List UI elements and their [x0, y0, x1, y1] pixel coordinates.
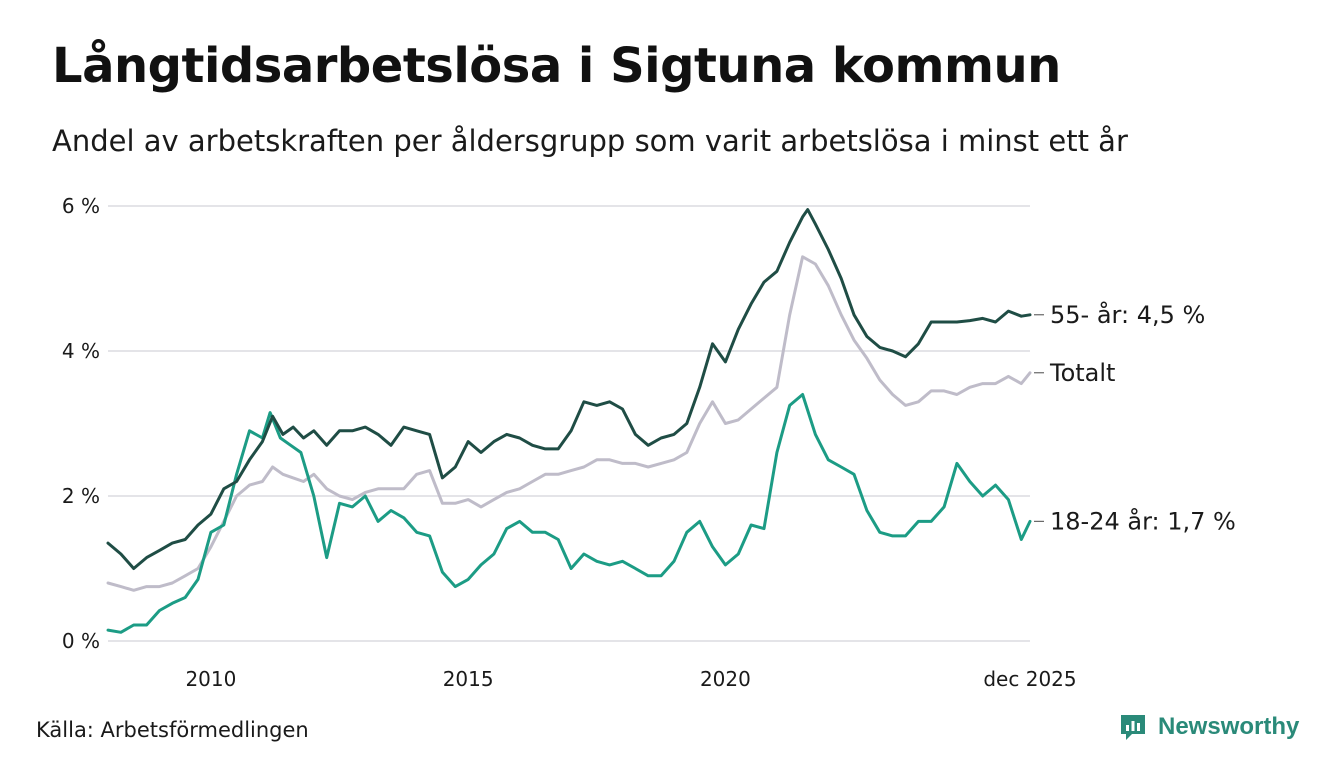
brand-logo[interactable]: Newsworthy: [1118, 712, 1299, 742]
y-tick-label: 6 %: [62, 194, 100, 218]
y-tick-label: 4 %: [62, 339, 100, 363]
newsworthy-logo-icon: [1121, 715, 1145, 740]
series-end-label: 55- år: 4,5 %: [1050, 300, 1205, 329]
x-axis-ticks: 2010 2015 2020 dec 2025: [185, 667, 1076, 691]
line-chart: 0 % 2 % 4 % 6 % 2010 2015 2020 dec 2025 55- år…: [62, 194, 1236, 691]
brand-name: Newsworthy: [1158, 713, 1300, 740]
series-line-totalt: [106, 255, 1032, 592]
y-axis-ticks: 0 % 2 % 4 % 6 %: [62, 194, 100, 653]
x-tick-label: dec 2025: [983, 667, 1076, 691]
x-tick-label: 2010: [185, 667, 236, 691]
chart-subtitle: Andel av arbetskraften per åldersgrupp s…: [52, 124, 1128, 158]
y-tick-label: 2 %: [62, 484, 100, 508]
x-tick-label: 2015: [443, 667, 494, 691]
series-line-18-24-r: [106, 393, 1032, 634]
series-line-55-r: [106, 208, 1032, 570]
series-end-labels: 55- år: 4,5 % Totalt 18-24 år: 1,7 %: [1034, 300, 1236, 535]
x-tick-label: 2020: [700, 667, 751, 691]
chart-title: Långtidsarbetslösa i Sigtuna kommun: [52, 38, 1061, 94]
gridlines: [108, 205, 1030, 642]
series-lines: [106, 208, 1032, 634]
series-end-label: 18-24 år: 1,7 %: [1050, 506, 1236, 535]
source-note: Källa: Arbetsförmedlingen: [36, 718, 309, 742]
series-end-label: Totalt: [1049, 359, 1115, 387]
y-tick-label: 0 %: [62, 629, 100, 653]
